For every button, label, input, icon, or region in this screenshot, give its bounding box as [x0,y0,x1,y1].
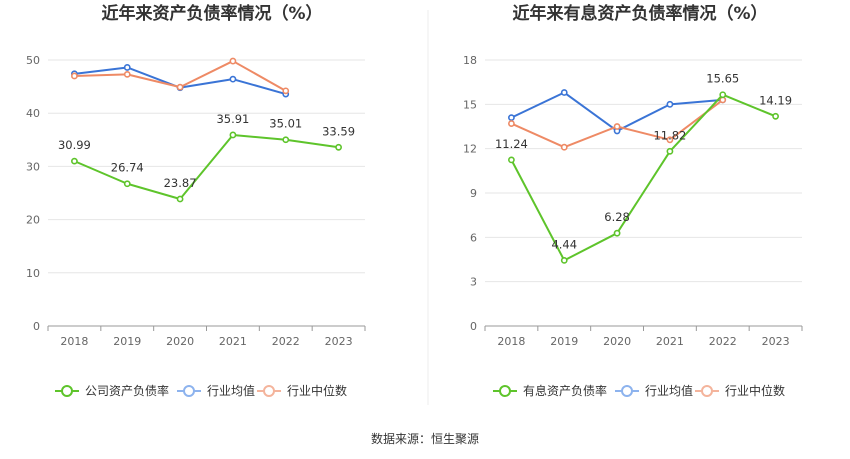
left-data-point[interactable] [229,131,237,139]
right-data-label: 14.19 [759,93,792,107]
right-data-point[interactable] [560,89,568,96]
left-chart-title: 近年来资产负债率情况（%） [101,3,322,24]
right-data-label: 15.65 [706,72,739,86]
right-chart-title: 近年来有息资产负债率情况（%） [512,3,767,24]
left-data-point[interactable] [176,195,184,203]
right-x-tick-label: 2018 [497,335,525,348]
left-data-point[interactable] [282,136,290,144]
right-y-tick-label: 18 [463,54,477,67]
right-x-tick-label: 2021 [656,335,684,348]
left-y-tick-label: 50 [26,54,40,67]
left-x-tick-label: 2020 [166,335,194,348]
right-data-label: 6.28 [604,210,630,224]
left-data-point[interactable] [176,83,184,91]
left-data-label: 35.91 [216,112,249,126]
right-x-tick-label: 2022 [709,335,737,348]
right-legend-item-0[interactable]: 有息资产负债率 [493,383,607,398]
right-data-point[interactable] [613,123,621,130]
right-data-point[interactable] [508,156,515,164]
left-data-point[interactable] [123,180,131,188]
right-x-tick-label: 2019 [550,335,578,348]
left-x-tick-label: 2018 [60,335,88,348]
left-legend-label: 公司资产负债率 [85,383,169,398]
left-y-tick-label: 10 [26,267,40,280]
left-chart-panel: 近年来资产负债率情况（%） 0 10 20 30 40 50 2018 2019 2020 202… [26,3,366,398]
left-legend-item-1[interactable]: 行业均值 [177,383,255,398]
right-legend-label: 行业均值 [645,383,693,398]
left-data-point[interactable] [282,87,290,95]
right-data-point[interactable] [772,112,779,120]
right-data-label: 4.44 [551,237,577,251]
left-data-point[interactable] [335,143,342,151]
left-y-tick-label: 30 [26,160,40,173]
right-data-point[interactable] [613,229,621,237]
right-legend-item-1[interactable]: 行业均值 [615,383,693,398]
right-data-point[interactable] [560,256,568,264]
left-series-line-0 [74,133,339,201]
right-data-point[interactable] [560,143,568,151]
left-x-tick-label: 2019 [113,335,141,348]
right-x-tick-label: 2020 [603,335,631,348]
left-x-tick-label: 2022 [272,335,300,348]
left-data-label: 23.87 [164,176,197,190]
left-data-point[interactable] [229,75,237,83]
left-data-point[interactable] [229,57,237,65]
right-legend-item-2[interactable]: 行业中位数 [695,383,785,398]
left-data-point[interactable] [71,157,78,165]
left-x-tick-label: 2021 [219,335,247,348]
left-data-point[interactable] [123,64,131,71]
right-data-point[interactable] [508,114,515,122]
right-legend-label: 有息资产负债率 [523,383,607,398]
left-legend-label: 行业均值 [207,383,255,398]
left-data-label: 30.99 [58,138,91,152]
right-data-point[interactable] [666,100,674,108]
right-y-tick-label: 9 [470,187,477,200]
left-y-tick-label: 0 [33,320,40,333]
right-data-label: 11.24 [495,137,528,151]
left-data-point[interactable] [71,72,78,80]
left-legend-label: 行业中位数 [287,383,347,398]
right-data-point[interactable] [719,91,727,99]
left-data-point[interactable] [123,70,131,78]
left-data-label: 33.59 [322,124,355,138]
right-y-tick-label: 0 [470,320,477,333]
data-source-text: 数据来源：恒生聚源 [371,431,479,446]
left-y-tick-label: 40 [26,107,40,120]
right-y-tick-label: 6 [470,231,477,244]
right-y-tick-label: 15 [463,98,477,111]
right-y-tick-label: 3 [470,276,477,289]
right-data-point[interactable] [508,120,515,127]
right-series-line-0 [510,93,776,262]
right-data-label: 11.82 [653,128,686,142]
right-data-point[interactable] [666,147,674,155]
left-data-label: 35.01 [269,117,302,131]
left-legend-item-2[interactable]: 行业中位数 [257,383,347,398]
right-x-tick-label: 2023 [762,335,790,348]
left-y-tick-label: 20 [26,214,40,227]
left-data-label: 26.74 [111,161,144,175]
right-legend-label: 行业中位数 [725,383,785,398]
left-legend-item-0[interactable]: 公司资产负债率 [55,383,169,398]
left-x-tick-label: 2023 [325,335,353,348]
right-y-tick-label: 12 [463,143,477,156]
right-chart-panel: 近年来有息资产负债率情况（%） 0 3 6 9 12 15 18 2018 2019 2020 20… [463,3,803,398]
right-data-point[interactable] [666,136,674,144]
